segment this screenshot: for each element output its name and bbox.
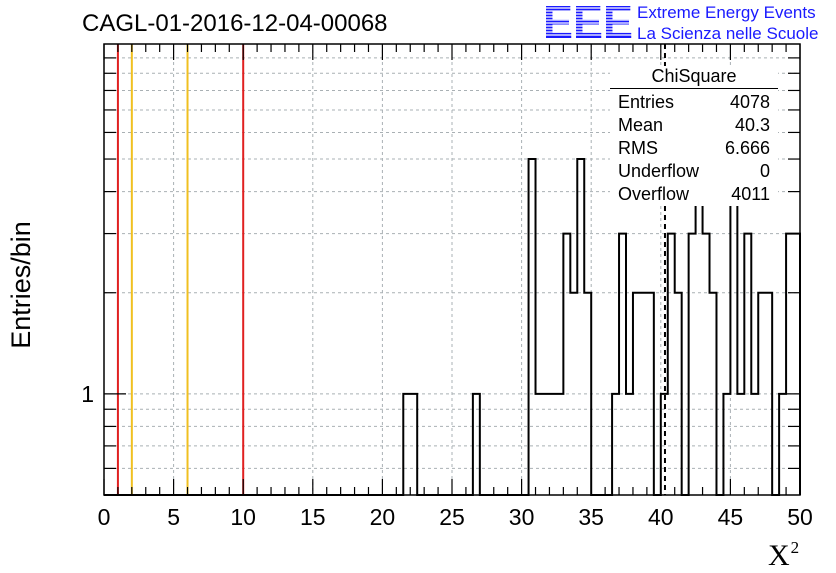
histogram-bin (793, 234, 800, 495)
histogram-bin (668, 234, 675, 495)
x-tick-label: 20 (370, 504, 396, 530)
stats-row-underflow: Underflow 0 (610, 160, 778, 183)
x-tick-label: 45 (718, 504, 744, 530)
reference-lines (116, 44, 245, 495)
x-tick-label: 35 (578, 504, 604, 530)
stats-row-entries: Entries 4078 (610, 91, 778, 114)
stats-value: 4011 (731, 184, 770, 204)
x-axis-label-exponent: 2 (790, 538, 800, 557)
histogram-bin (744, 234, 751, 495)
histogram-bin (689, 234, 696, 495)
stats-label: Overflow (618, 184, 690, 204)
x-tick-label: 25 (439, 504, 465, 530)
x-axis-label: X2 (768, 538, 799, 573)
org-name-line2: La Scienza nelle Scuole (637, 24, 819, 43)
histogram-bin (563, 234, 570, 495)
eee-logo: EEE (543, 2, 635, 42)
x-tick-label: 5 (167, 504, 180, 530)
stats-row-mean: Mean 40.3 (610, 114, 778, 137)
org-name: Extreme Energy Events La Scienza nelle S… (637, 2, 818, 44)
x-tick-label: 15 (300, 504, 326, 530)
histogram-bin (577, 159, 584, 495)
x-tick-label: 40 (648, 504, 674, 530)
grid-lines (104, 44, 800, 495)
x-tick-label: 30 (509, 504, 535, 530)
x-tick-label: 10 (230, 504, 256, 530)
stats-value: 6.666 (724, 138, 770, 158)
histogram-bin (730, 192, 737, 495)
stats-value: 0 (759, 161, 770, 181)
histogram-bin (619, 234, 626, 495)
x-tick-labels: 0 5 10 15 20 25 30 35 40 45 50 (98, 504, 813, 530)
stats-value: 4078 (729, 92, 770, 112)
stats-label: Mean (618, 115, 664, 135)
stats-label: Entries (618, 92, 675, 112)
histogram-bin (696, 192, 703, 495)
y-tick-labels: 1 (81, 381, 94, 407)
x-tick-label: 50 (787, 504, 813, 530)
histogram-bin (529, 159, 536, 495)
stats-row-overflow: Overflow 4011 (610, 183, 778, 206)
y-axis-label: Entries/bin (6, 221, 36, 349)
x-axis-label-base: X (768, 539, 790, 572)
stats-label: Underflow (618, 161, 700, 181)
stats-label: RMS (618, 138, 658, 158)
y-tick-label: 1 (81, 381, 94, 407)
histogram-bin (786, 234, 793, 495)
histogram-bin (703, 234, 710, 495)
org-name-line1: Extreme Energy Events (637, 3, 816, 22)
stats-title: ChiSquare (610, 66, 778, 89)
chart-title: CAGL-01-2016-12-04-00068 (82, 10, 388, 37)
stats-row-rms: RMS 6.666 (610, 137, 778, 160)
x-tick-label: 0 (98, 504, 111, 530)
stats-box: ChiSquare Entries 4078 Mean 40.3 RMS 6.6… (610, 66, 778, 206)
stats-value: 40.3 (734, 115, 770, 135)
plot-axes (103, 43, 801, 496)
